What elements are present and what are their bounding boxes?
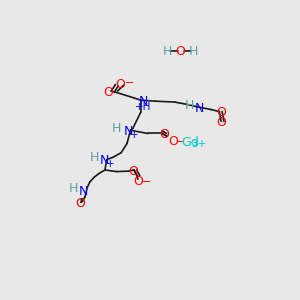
Text: N: N: [100, 154, 110, 167]
Text: N: N: [139, 95, 148, 108]
Text: H: H: [185, 99, 194, 112]
Text: −: −: [142, 177, 151, 187]
Text: O: O: [103, 86, 113, 99]
Text: O: O: [115, 78, 125, 91]
Text: H: H: [69, 182, 78, 195]
Text: H: H: [163, 44, 172, 58]
Text: N: N: [124, 125, 133, 138]
Text: 3+: 3+: [191, 139, 207, 149]
Text: +H: +H: [135, 102, 152, 112]
Text: +: +: [130, 130, 138, 140]
Text: −: −: [125, 78, 134, 88]
Text: O: O: [176, 44, 185, 58]
Text: O: O: [216, 106, 226, 119]
Text: N: N: [79, 185, 88, 198]
Text: +: +: [106, 159, 115, 169]
Text: O: O: [159, 128, 169, 141]
Text: H: H: [112, 122, 121, 135]
Text: −: −: [176, 137, 185, 147]
Text: O: O: [216, 116, 226, 129]
Text: H: H: [189, 44, 198, 58]
Text: H: H: [90, 151, 99, 164]
Text: O: O: [76, 197, 85, 210]
Text: N: N: [195, 102, 205, 115]
Text: O: O: [134, 175, 144, 188]
Text: O: O: [168, 135, 178, 148]
Text: Gd: Gd: [181, 136, 199, 149]
Text: O: O: [128, 165, 138, 178]
